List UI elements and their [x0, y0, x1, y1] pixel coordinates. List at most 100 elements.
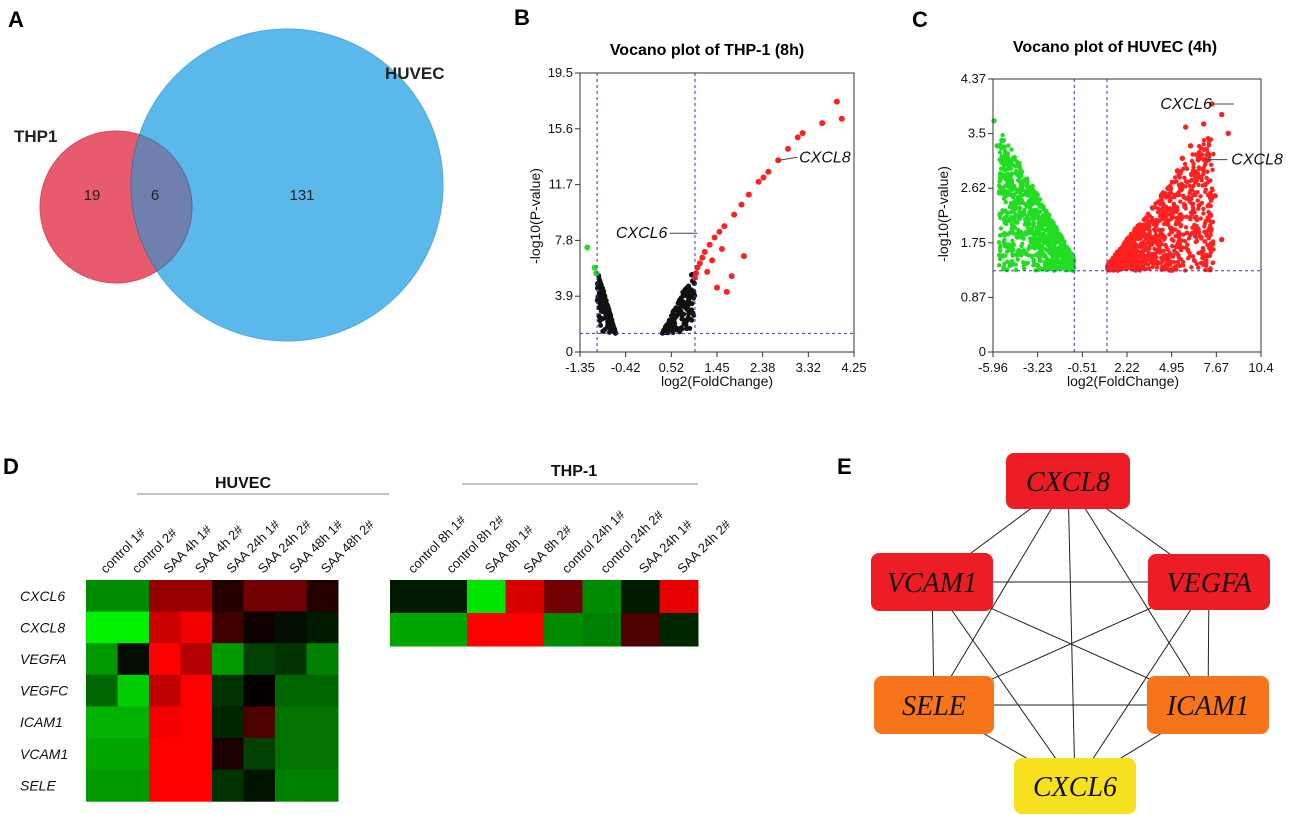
down-point — [1013, 252, 1019, 257]
up-point — [1165, 247, 1170, 252]
highlight-point — [819, 120, 826, 127]
down-point — [997, 263, 1002, 268]
down-point — [1001, 138, 1007, 143]
ns-point — [598, 282, 604, 288]
x-tick-label: 7.67 — [1204, 360, 1229, 375]
up-point — [1186, 236, 1192, 241]
heatmap-cell — [243, 674, 276, 707]
down-point — [1006, 143, 1011, 148]
down-point — [1024, 176, 1030, 181]
heatmap-cell — [149, 769, 181, 802]
down-point — [1025, 193, 1030, 198]
down-point — [1000, 132, 1005, 138]
down-point — [1016, 170, 1022, 176]
down-point — [1037, 258, 1042, 263]
x-tick-label: -5.96 — [978, 360, 1008, 375]
up-point — [1132, 257, 1138, 262]
network-node-sele: SELE — [874, 676, 994, 734]
up-point — [1175, 241, 1180, 246]
up-point — [1150, 264, 1155, 269]
heatmap-cell — [180, 643, 213, 676]
up-point — [1126, 235, 1131, 241]
down-point — [1013, 171, 1018, 176]
highlight-point — [593, 270, 600, 277]
up-point — [1181, 263, 1186, 268]
ns-point — [668, 327, 674, 333]
down-point — [1012, 211, 1017, 217]
down-point — [1062, 244, 1068, 249]
down-point — [1037, 239, 1043, 244]
x-tick-label: 10.4 — [1248, 360, 1273, 375]
down-point — [1031, 258, 1036, 264]
up-point — [1164, 264, 1170, 269]
heatmap-cell — [306, 738, 339, 771]
highlight-point — [1187, 143, 1194, 149]
heatmap-cell — [428, 580, 468, 614]
ns-point — [612, 330, 618, 336]
down-point — [1067, 256, 1073, 262]
network-nodes: CXCL8 VCAM1 VEGFA SELE ICAM1 CXCL6 — [871, 453, 1270, 814]
volcano-thp1-points — [584, 98, 845, 336]
ns-point — [674, 312, 680, 318]
up-point — [1180, 215, 1185, 220]
down-point — [1002, 215, 1008, 220]
down-point — [996, 253, 1002, 258]
heatmap-cell — [149, 580, 181, 613]
down-point — [1007, 230, 1012, 235]
down-point — [1019, 211, 1024, 216]
up-point — [1189, 265, 1194, 270]
down-point — [1045, 237, 1051, 242]
heatmap-cell — [390, 613, 429, 647]
highlight-point — [694, 264, 701, 271]
up-point — [1210, 240, 1215, 245]
ns-point — [605, 323, 611, 329]
down-point — [1056, 236, 1061, 241]
heatmap-cell — [180, 706, 213, 739]
up-point — [1159, 260, 1164, 265]
heatmap-cell — [212, 580, 244, 613]
y-tick-label: 2.62 — [961, 180, 986, 195]
down-point — [1007, 246, 1012, 252]
up-point — [1144, 246, 1150, 251]
node-box — [871, 553, 993, 611]
venn-count-huvec-only: 131 — [289, 187, 314, 204]
ns-point — [669, 313, 674, 319]
up-point — [1158, 230, 1164, 236]
heatmap-cell — [180, 580, 213, 613]
heatmap-cell — [149, 643, 181, 676]
heatmap-cell — [86, 643, 118, 676]
up-point — [1192, 172, 1197, 177]
down-point — [1023, 230, 1028, 235]
up-point — [1132, 226, 1138, 231]
node-label: VCAM1 — [887, 568, 977, 599]
up-point — [1146, 220, 1152, 225]
heatmap-cell — [306, 769, 339, 802]
up-point — [1138, 236, 1143, 241]
up-point — [1205, 242, 1210, 248]
highlight-point — [799, 130, 806, 137]
down-point — [1051, 257, 1057, 262]
x-tick-label: 2.38 — [750, 360, 775, 375]
highlight-point — [584, 244, 591, 251]
down-point — [1025, 213, 1030, 219]
ns-point — [684, 306, 690, 312]
up-point — [1189, 177, 1195, 182]
down-point — [1014, 205, 1019, 210]
down-point — [1005, 162, 1011, 168]
down-point — [996, 240, 1002, 245]
down-point — [1039, 248, 1044, 253]
volcano-huvec-xlabel: log2(FoldChange) — [1067, 373, 1179, 389]
up-point — [1152, 246, 1157, 252]
up-point — [1146, 237, 1151, 242]
ns-point — [681, 291, 687, 297]
down-point — [1000, 208, 1005, 213]
up-point — [1205, 254, 1211, 259]
up-point — [1194, 223, 1199, 228]
down-point — [1055, 265, 1060, 270]
down-point — [1029, 190, 1034, 195]
up-point — [1183, 206, 1188, 211]
down-point — [1034, 236, 1039, 241]
down-point — [1024, 221, 1029, 226]
down-point — [1053, 227, 1059, 232]
annotation-cxcl6-thp1: CXCL6 — [616, 225, 668, 242]
